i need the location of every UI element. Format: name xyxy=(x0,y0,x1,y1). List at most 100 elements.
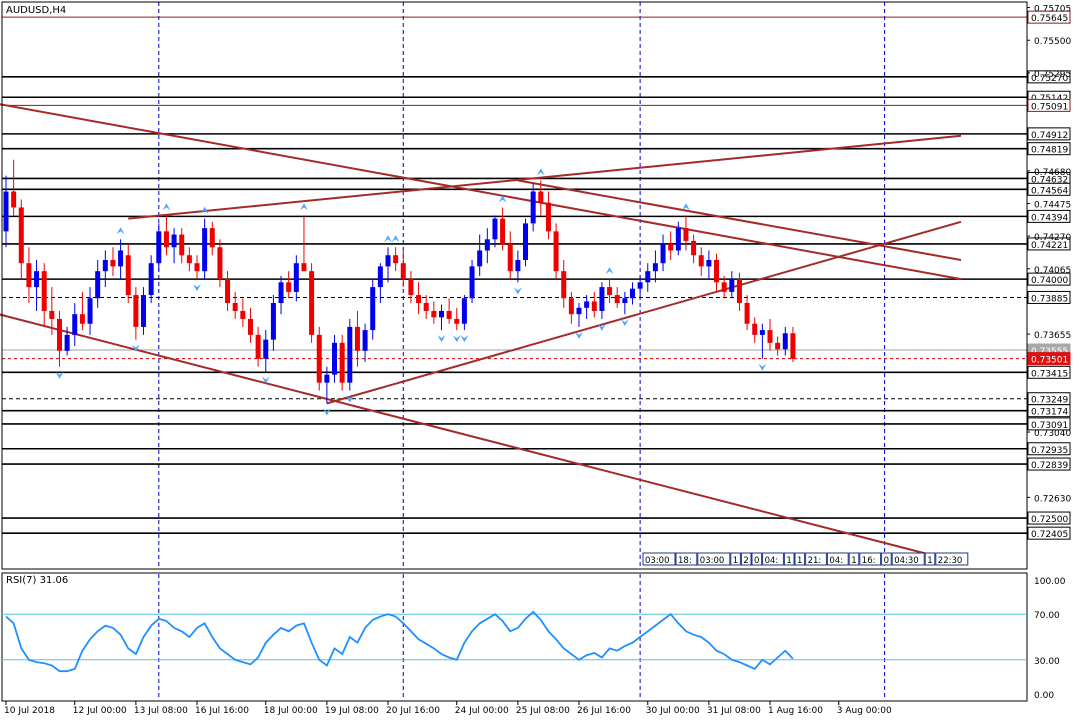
candle-body xyxy=(438,310,444,318)
rsi-line xyxy=(5,610,794,673)
candle-body xyxy=(56,318,62,351)
level-value: 0.73174 xyxy=(1031,408,1068,418)
candle-body xyxy=(675,228,681,251)
level-value-box xyxy=(1027,182,1071,196)
price-panel-frame xyxy=(1,1,1028,570)
time-label: 16 Jul 16:00 xyxy=(195,706,249,716)
info-strip-label: 1 xyxy=(733,556,738,566)
candle-body xyxy=(538,191,544,203)
candle-body xyxy=(500,218,506,245)
candle-body xyxy=(408,279,414,296)
level-value: 0.74394 xyxy=(1031,213,1068,223)
candle-body xyxy=(163,231,169,248)
fractal-up xyxy=(681,203,690,211)
candle-body xyxy=(622,298,628,304)
candle-body xyxy=(225,279,231,304)
level-value-box xyxy=(1027,70,1071,84)
price-tick-label: 0.74065 xyxy=(1034,266,1071,276)
candle-body xyxy=(714,260,720,283)
candle-body xyxy=(179,234,185,256)
time-label: 12 Jul 00:00 xyxy=(73,706,127,716)
candle-body xyxy=(362,330,368,351)
candle-body xyxy=(607,287,613,296)
fractal-down xyxy=(452,335,461,343)
candle-body xyxy=(377,266,383,288)
time-label: 13 Jul 08:00 xyxy=(134,706,188,716)
fractal-down xyxy=(322,408,331,416)
candle-body xyxy=(515,260,521,272)
info-strip-label: 1 xyxy=(927,556,932,566)
rsi-panel-frame xyxy=(1,572,1028,702)
level-value: 0.73091 xyxy=(1031,421,1068,431)
fractal-up xyxy=(162,203,171,211)
level-value-box xyxy=(1027,511,1071,525)
info-strip-label: 1 xyxy=(851,556,856,566)
candle-body xyxy=(293,263,299,292)
candle-body xyxy=(759,330,765,335)
candle-body xyxy=(637,282,643,289)
level-value-box xyxy=(1027,526,1071,540)
info-strip-box xyxy=(881,552,892,566)
candle-body xyxy=(706,260,712,267)
info-strip-label: 1 xyxy=(786,556,791,566)
candle-body xyxy=(660,244,666,264)
trendline xyxy=(0,103,962,281)
trendline xyxy=(517,179,962,262)
level-value: 0.72500 xyxy=(1031,515,1068,525)
candle-body xyxy=(614,295,620,304)
candle-body xyxy=(691,240,697,256)
level-value: 0.73415 xyxy=(1031,369,1068,379)
fractal-down xyxy=(620,319,629,327)
candle-body xyxy=(507,244,513,272)
info-strip-box xyxy=(794,552,806,566)
rsi-panel xyxy=(2,610,1027,673)
level-value-box xyxy=(1027,417,1071,431)
candle-body xyxy=(530,191,536,224)
level-value-box xyxy=(1027,404,1071,418)
candle-body xyxy=(316,334,322,383)
info-strip-label: 04: xyxy=(829,556,843,566)
info-strip-box xyxy=(675,552,698,566)
level-value-box xyxy=(1027,142,1071,156)
level-value: 0.72935 xyxy=(1031,446,1068,456)
level-value-box xyxy=(1027,237,1071,251)
level-value-box xyxy=(1027,127,1071,141)
fractal-up xyxy=(536,168,545,176)
candle-body xyxy=(171,234,177,248)
level-value: 0.74221 xyxy=(1031,241,1068,251)
candle-body xyxy=(217,247,223,280)
candle-body xyxy=(286,282,292,292)
candle-body xyxy=(263,339,269,359)
info-strip-box xyxy=(762,552,784,566)
level-value-box xyxy=(1027,10,1071,24)
candle-body xyxy=(49,310,55,319)
level-value: 0.74819 xyxy=(1031,146,1068,156)
fractal-down xyxy=(131,344,140,352)
info-strip-label: 22:30 xyxy=(938,556,963,566)
level-value: 0.74564 xyxy=(1031,186,1068,196)
fractal-up xyxy=(116,227,125,235)
horizontal-levels xyxy=(2,16,1027,534)
rsi-tick-label: 30.00 xyxy=(1034,657,1060,667)
candle-body xyxy=(385,255,391,267)
fractal-down xyxy=(261,376,270,384)
candle-body xyxy=(309,271,315,335)
trendline xyxy=(0,313,962,564)
price-tick-label: 0.74475 xyxy=(1034,200,1071,210)
time-label: 26 Jul 16:00 xyxy=(577,706,631,716)
time-label: 30 Jul 00:00 xyxy=(646,706,700,716)
time-label: 18 Jul 00:00 xyxy=(264,706,318,716)
fractal-up xyxy=(384,235,392,243)
candle-body xyxy=(156,231,162,264)
candle-body xyxy=(591,301,597,311)
candle-body xyxy=(553,231,559,272)
candle-body xyxy=(41,271,47,311)
fractal-up xyxy=(299,203,308,211)
time-label: 25 Jul 08:00 xyxy=(516,706,570,716)
time-label: 24 Jul 00:00 xyxy=(455,706,509,716)
level-value: 0.73555 xyxy=(1031,347,1068,357)
trendlines xyxy=(0,103,962,564)
candles xyxy=(3,159,796,404)
info-strip-label: 16: xyxy=(862,556,876,566)
candle-body xyxy=(752,323,758,335)
